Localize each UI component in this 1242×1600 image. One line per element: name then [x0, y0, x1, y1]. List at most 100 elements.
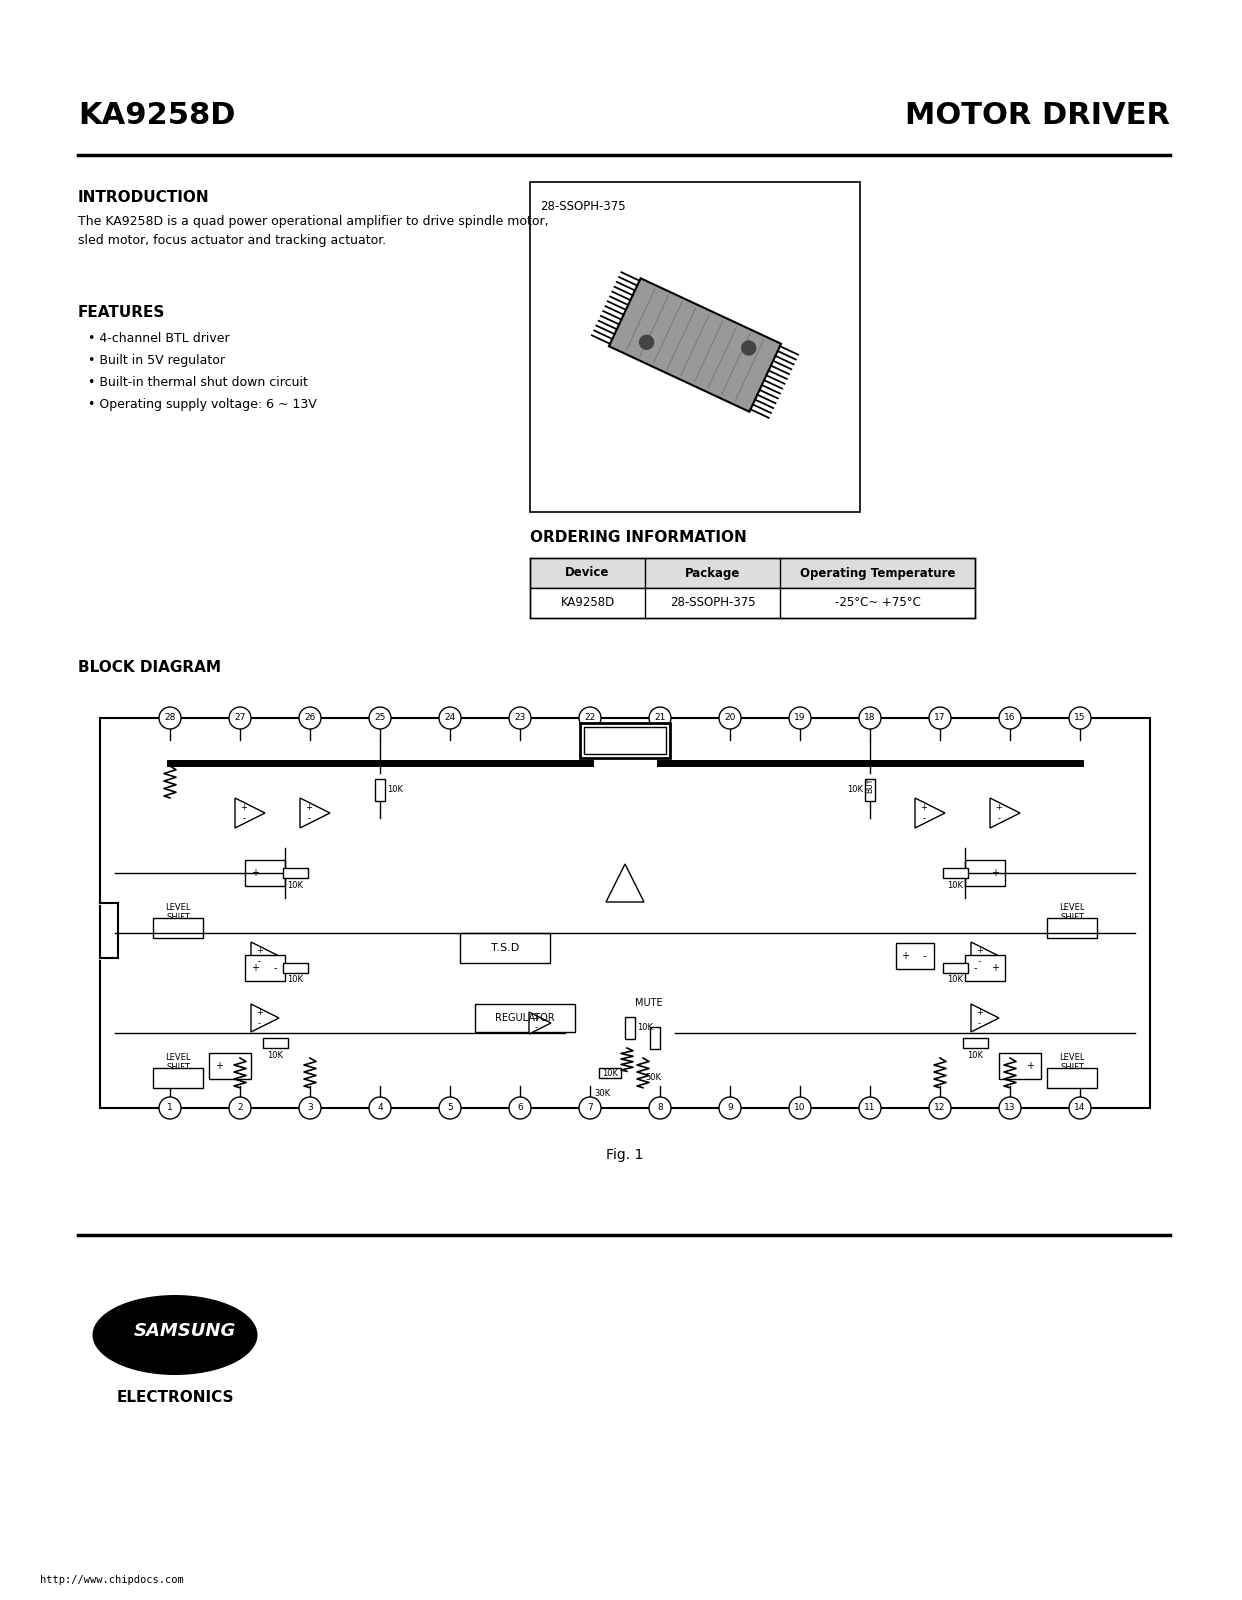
- Bar: [943, 963, 968, 973]
- Text: 10K: 10K: [602, 1069, 619, 1077]
- Text: 8: 8: [657, 1102, 663, 1112]
- Text: 27: 27: [235, 712, 246, 722]
- Text: +: +: [902, 950, 909, 962]
- Text: -: -: [974, 867, 976, 878]
- Text: -: -: [974, 963, 976, 973]
- Circle shape: [650, 1098, 671, 1118]
- Text: 10K: 10K: [287, 880, 303, 890]
- Text: 24: 24: [445, 712, 456, 722]
- Text: -: -: [258, 957, 261, 966]
- Bar: [650, 1027, 660, 1050]
- Bar: [474, 1005, 575, 1032]
- Bar: [999, 1053, 1041, 1078]
- Circle shape: [719, 1098, 741, 1118]
- Text: • Operating supply voltage: 6 ~ 13V: • Operating supply voltage: 6 ~ 13V: [88, 398, 317, 411]
- Circle shape: [929, 707, 951, 730]
- Bar: [282, 867, 308, 878]
- Circle shape: [229, 1098, 251, 1118]
- Text: 11: 11: [864, 1102, 876, 1112]
- Text: 18: 18: [864, 712, 876, 722]
- Text: BLOCK DIAGRAM: BLOCK DIAGRAM: [78, 659, 221, 675]
- Text: 25: 25: [374, 712, 386, 722]
- Bar: [625, 1018, 635, 1038]
- Polygon shape: [606, 864, 645, 902]
- Bar: [599, 1069, 621, 1078]
- Bar: [209, 1053, 251, 1078]
- Polygon shape: [609, 278, 781, 411]
- Text: 10K: 10K: [968, 1051, 982, 1059]
- Text: -: -: [308, 814, 310, 824]
- Text: 13: 13: [1005, 1102, 1016, 1112]
- Text: 1: 1: [168, 1102, 173, 1112]
- Text: 10K: 10K: [287, 976, 303, 984]
- Circle shape: [509, 1098, 532, 1118]
- Text: +: +: [976, 1008, 982, 1018]
- Text: -: -: [534, 1022, 537, 1032]
- Text: +: +: [251, 963, 260, 973]
- Circle shape: [741, 341, 756, 355]
- Text: 28-SSOPH-375: 28-SSOPH-375: [540, 200, 626, 213]
- Bar: [530, 182, 859, 512]
- Polygon shape: [251, 1005, 279, 1032]
- Text: Device: Device: [565, 566, 610, 579]
- Text: +: +: [251, 867, 260, 878]
- Circle shape: [159, 707, 181, 730]
- Text: 16: 16: [1005, 712, 1016, 722]
- Text: LEVEL
SHIFT: LEVEL SHIFT: [1059, 902, 1084, 922]
- Text: +: +: [991, 867, 999, 878]
- Text: 3: 3: [307, 1102, 313, 1112]
- Circle shape: [650, 707, 671, 730]
- Text: FEATURES: FEATURES: [78, 306, 165, 320]
- Text: 10K: 10K: [946, 880, 963, 890]
- Circle shape: [640, 336, 653, 349]
- Bar: [153, 918, 202, 938]
- Bar: [245, 955, 284, 981]
- Circle shape: [229, 707, 251, 730]
- Text: +: +: [996, 803, 1002, 811]
- Bar: [864, 779, 876, 802]
- Text: 22: 22: [585, 712, 596, 722]
- Text: 10K: 10K: [847, 786, 863, 795]
- Text: 15: 15: [1074, 712, 1086, 722]
- Text: -: -: [923, 950, 927, 962]
- Bar: [153, 1069, 202, 1088]
- Polygon shape: [915, 798, 945, 829]
- Text: 10K: 10K: [267, 1051, 283, 1059]
- Text: +: +: [1026, 1061, 1035, 1070]
- Text: 7: 7: [587, 1102, 592, 1112]
- Circle shape: [999, 707, 1021, 730]
- Bar: [282, 963, 308, 973]
- Polygon shape: [990, 798, 1020, 829]
- Text: 9: 9: [727, 1102, 733, 1112]
- Text: MOTOR DRIVER: MOTOR DRIVER: [905, 101, 1170, 130]
- Circle shape: [159, 1098, 181, 1118]
- Text: 14: 14: [1074, 1102, 1086, 1112]
- Circle shape: [719, 707, 741, 730]
- Text: 4: 4: [378, 1102, 383, 1112]
- Text: +: +: [991, 963, 999, 973]
- Circle shape: [579, 1098, 601, 1118]
- Text: 5: 5: [447, 1102, 453, 1112]
- Text: ELECTRONICS: ELECTRONICS: [117, 1390, 233, 1405]
- Text: +: +: [920, 803, 928, 811]
- Bar: [1047, 918, 1097, 938]
- Circle shape: [438, 707, 461, 730]
- Bar: [943, 867, 968, 878]
- Polygon shape: [301, 798, 330, 829]
- Text: -: -: [997, 814, 1001, 824]
- Text: -: -: [977, 1019, 981, 1029]
- Bar: [963, 1038, 987, 1048]
- Text: BUY: BUY: [866, 778, 874, 792]
- Text: Package: Package: [684, 566, 740, 579]
- Text: 26: 26: [304, 712, 315, 722]
- Bar: [965, 861, 1005, 886]
- Text: INTRODUCTION: INTRODUCTION: [78, 190, 210, 205]
- Text: -: -: [977, 957, 981, 966]
- Text: +: +: [241, 803, 247, 811]
- Text: REGULATOR: REGULATOR: [496, 1013, 555, 1022]
- Bar: [530, 558, 975, 587]
- Circle shape: [859, 1098, 881, 1118]
- Text: +: +: [256, 1008, 263, 1018]
- Text: +: +: [216, 1061, 224, 1070]
- Bar: [375, 779, 385, 802]
